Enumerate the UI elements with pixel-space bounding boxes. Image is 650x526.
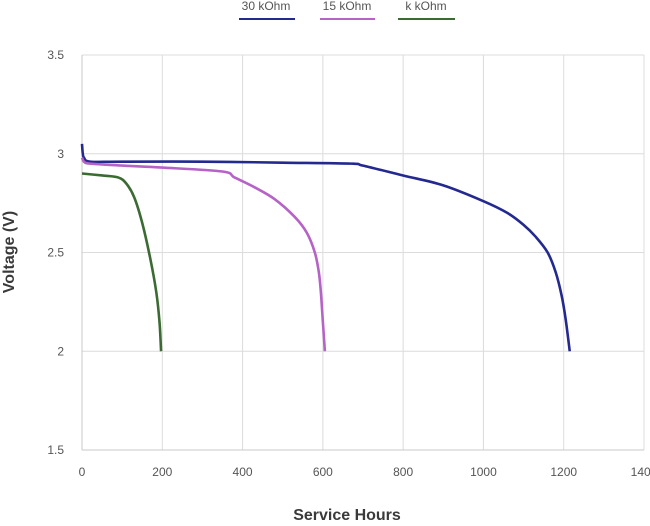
series-line-2 bbox=[80, 157, 327, 352]
y-tick-label: 1.5 bbox=[47, 443, 64, 457]
y-tick-label: 3.5 bbox=[47, 48, 64, 62]
y-tick-label: 3 bbox=[57, 147, 64, 161]
legend-label-1: 30 kOhm bbox=[242, 0, 291, 13]
series-lines bbox=[80, 143, 572, 352]
legend: 30 kOhm 15 kOhm k kOhm bbox=[239, 0, 455, 20]
x-tick-label: 800 bbox=[393, 465, 413, 479]
y-axis-title: Voltage (V) bbox=[1, 211, 18, 293]
series-line-3 bbox=[81, 172, 163, 352]
y-tick-label: 2.5 bbox=[47, 246, 64, 260]
legend-label-3: k kOhm bbox=[405, 0, 446, 13]
x-tick-label: 600 bbox=[313, 465, 333, 479]
grid bbox=[81, 54, 645, 451]
x-tick-label: 1400 bbox=[631, 465, 650, 479]
x-tick-label: 1000 bbox=[470, 465, 497, 479]
x-tick-label: 0 bbox=[79, 465, 86, 479]
legend-label-2: 15 kOhm bbox=[323, 0, 372, 13]
x-tick-label: 400 bbox=[233, 465, 253, 479]
tick-labels: 0 200 400 600 800 1000 1200 1400 1.5 2 2.5 3 3.5 bbox=[47, 48, 650, 479]
series-line-1 bbox=[80, 143, 572, 352]
x-axis-title: Service Hours bbox=[293, 507, 401, 521]
x-tick-label: 200 bbox=[152, 465, 172, 479]
x-tick-label: 1200 bbox=[550, 465, 577, 479]
y-tick-label: 2 bbox=[57, 344, 64, 358]
